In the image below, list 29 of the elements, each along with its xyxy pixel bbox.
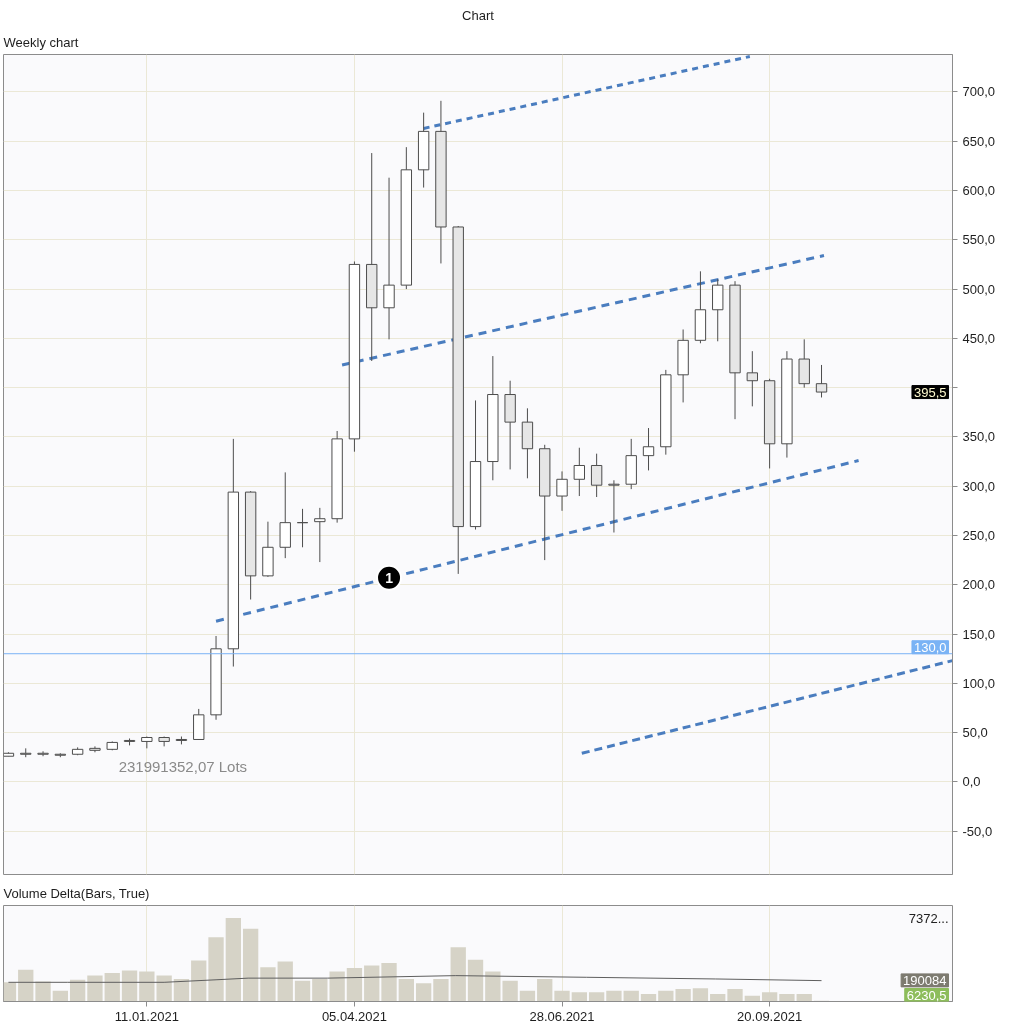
x-tick-label: 11.01.2021: [114, 1008, 179, 1024]
chart-subtitle: Weekly chart: [3, 34, 79, 50]
y-tick-label: 350,0: [962, 429, 996, 445]
annotation: 190084: [903, 972, 947, 988]
y-tick-label: 600,0: [962, 183, 996, 199]
x-tick-label: 05.04.2021: [321, 1008, 387, 1024]
y-tick-label: 450,0: [962, 330, 996, 346]
y-tick-label: 150,0: [962, 626, 996, 642]
annotation: 7372...: [908, 911, 949, 927]
y-tick-label: 650,0: [962, 133, 996, 149]
y-tick-label: 300,0: [962, 478, 996, 494]
y-tick-label: 550,0: [962, 232, 996, 248]
y-tick-label: 200,0: [962, 577, 996, 593]
y-tick-label: 250,0: [962, 527, 996, 543]
y-tick-label: 0,0: [962, 774, 981, 790]
ref-line-label: 130,0: [913, 639, 947, 655]
y-tick-label: -50,0: [962, 823, 993, 839]
chart-title: Chart: [462, 7, 495, 23]
annotation: 1: [385, 569, 394, 586]
chart-title: Volume Delta(Bars, True): [3, 885, 150, 901]
x-tick-label: 28.06.2021: [529, 1008, 595, 1024]
annotation: 6230,5: [906, 987, 947, 1003]
y-tick-label: 100,0: [962, 675, 996, 691]
annotation: 395,5: [913, 384, 947, 400]
y-tick-label: 700,0: [962, 84, 996, 100]
y-tick-label: 500,0: [962, 281, 996, 297]
y-tick-label: 50,0: [962, 725, 988, 741]
x-tick-label: 20.09.2021: [737, 1008, 803, 1024]
annotation: 231991352,07 Lots: [118, 757, 248, 775]
